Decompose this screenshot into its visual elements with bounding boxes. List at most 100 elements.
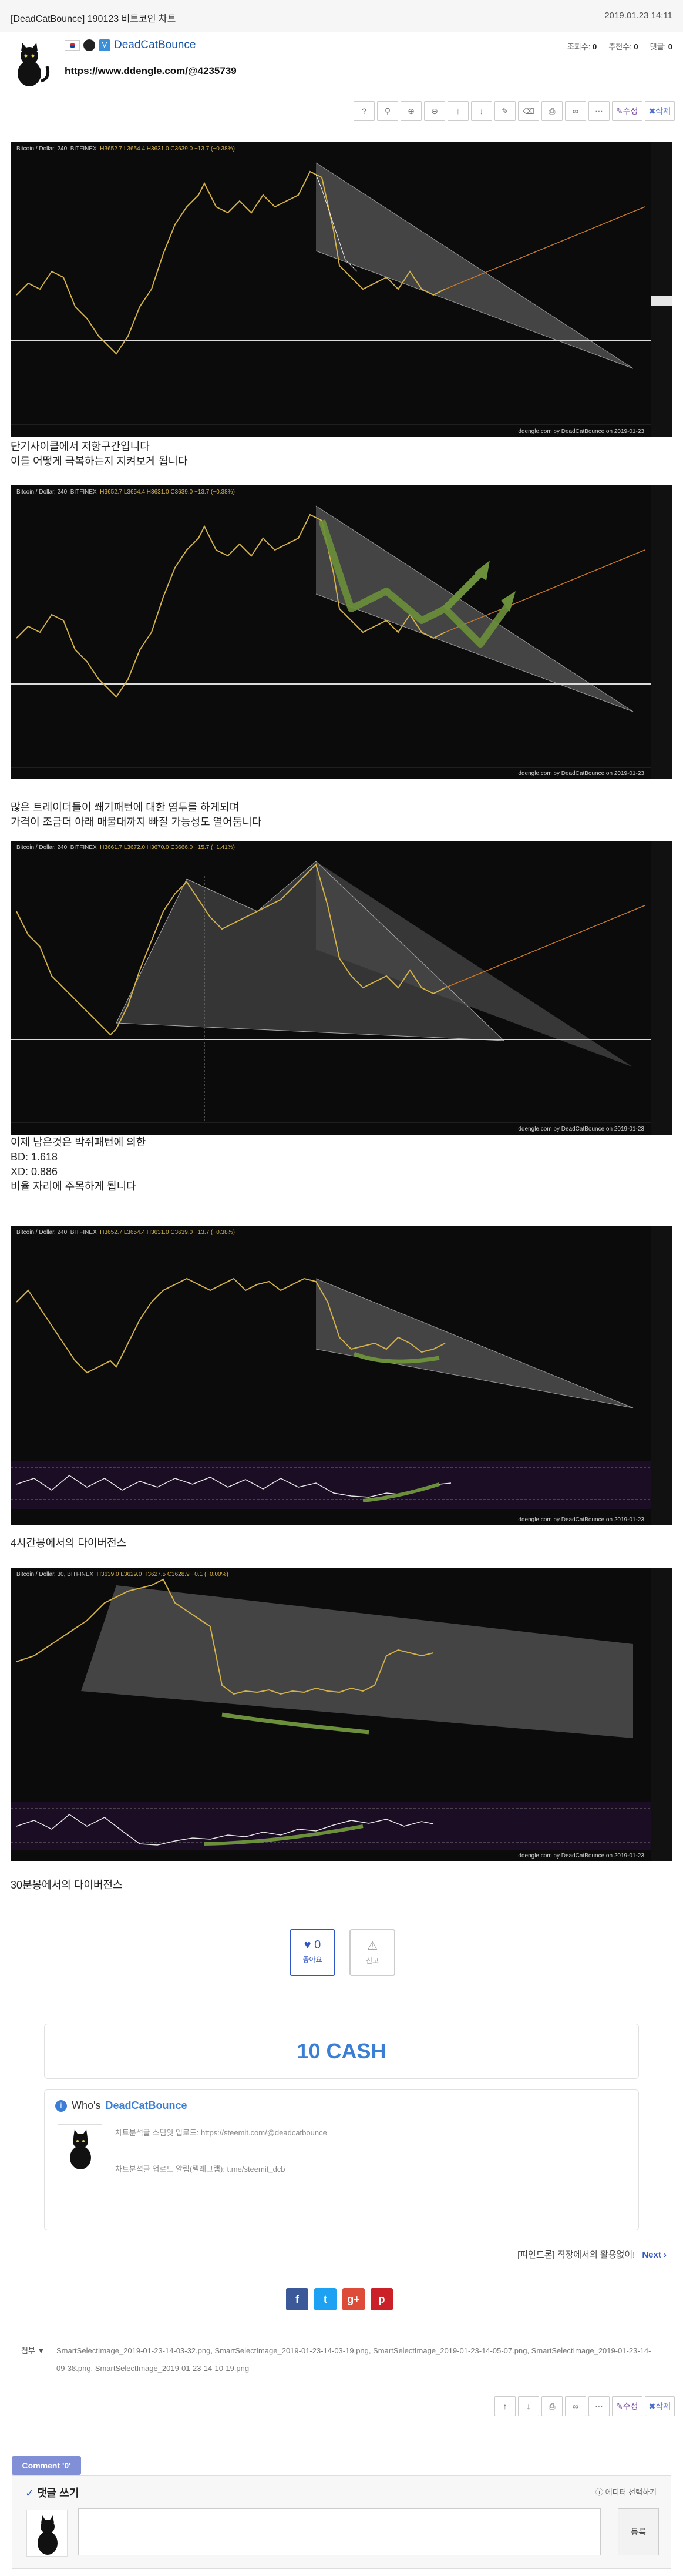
trash-icon[interactable]: ⌫ xyxy=(518,101,539,121)
attachments-label: 첨부 ▼ xyxy=(21,2346,45,2355)
check-icon: ✓ xyxy=(25,2487,35,2499)
caption-4: 4시간봉에서의 다이버전스 xyxy=(11,1537,127,1549)
next-post-link[interactable]: [피인트론] 직장에서의 활용없이! Next › xyxy=(517,2250,667,2260)
chart-3-footer: ddengle.com by DeadCatBounce on 2019-01-… xyxy=(518,1126,644,1132)
black-cat-icon xyxy=(70,2129,91,2169)
korea-flag-icon xyxy=(65,40,80,51)
caption-2-line-2: 가격이 조금더 아래 매물대까지 빠질 가능성도 열어둡니다 xyxy=(11,816,262,828)
info-icon: i xyxy=(55,2099,67,2112)
caption-5: 30분봉에서의 다이버전스 xyxy=(11,1879,123,1891)
caption-3-line-4: 비율 자리에 주목하게 됩니다 xyxy=(11,1180,136,1192)
chart-4-header: Bitcoin / Dollar, 240, BITFINEX H3652.7 … xyxy=(16,1229,235,1236)
black-cat-icon xyxy=(18,43,50,86)
chart-panel-4: Bitcoin / Dollar, 240, BITFINEX H3652.7 … xyxy=(11,1226,672,1525)
chart-5-footer: ddengle.com by DeadCatBounce on 2019-01-… xyxy=(518,1853,644,1859)
delete-button[interactable]: ✖ 삭제 xyxy=(644,101,675,121)
caption-2: 많은 트레이더들이 쐐기패턴에 대한 염두를 하게되며 가격이 조금더 아래 매… xyxy=(11,800,261,830)
caption-3-line-2: BD: 1.618 xyxy=(11,1151,58,1163)
arrow-up-icon[interactable]: ↑ xyxy=(448,101,469,121)
chart-2-header: Bitcoin / Dollar, 240, BITFINEX H3652.7 … xyxy=(16,489,235,495)
chart-2-footer: ddengle.com by DeadCatBounce on 2019-01-… xyxy=(518,770,644,777)
comment-count-tab[interactable]: Comment '0' xyxy=(12,2456,81,2475)
bottom-toolbar: ↑ ↓ ⎙ ∞ ⋯ ✎ 수정 ✖ 삭제 xyxy=(494,2396,675,2416)
print-icon[interactable]: ⎙ xyxy=(541,101,563,121)
commenter-avatar xyxy=(26,2510,68,2557)
chart-1-footer: ddengle.com by DeadCatBounce on 2019-01-… xyxy=(518,428,644,435)
caption-1-line-1: 단기사이클에서 저항구간입니다 xyxy=(11,441,150,452)
caption-3: 이제 남은것은 박쥐패턴에 의한 BD: 1.618 XD: 0.886 비율 … xyxy=(11,1135,146,1194)
more-icon[interactable]: ⋯ xyxy=(588,2396,610,2416)
zoom-out-icon[interactable]: ⊖ xyxy=(424,101,445,121)
help-button[interactable]: ? xyxy=(354,101,375,121)
comment-icon[interactable]: ✎ xyxy=(494,101,516,121)
link-icon[interactable]: ∞ xyxy=(565,101,586,121)
chart-svg-5 xyxy=(11,1568,672,1861)
comment-box: ✓ 댓글 쓰기 ⓘ 에디터 선택하기 등록 xyxy=(12,2475,671,2569)
comment-heading: ✓ 댓글 쓰기 xyxy=(25,2487,79,2499)
attachment-files[interactable]: SmartSelectImage_2019-01-23-14-03-32.png… xyxy=(56,2346,651,2373)
caption-2-line-1: 많은 트레이더들이 쐐기패턴에 대한 염두를 하게되며 xyxy=(11,801,240,813)
pinterest-icon[interactable]: p xyxy=(371,2288,393,2310)
arrow-up-icon[interactable]: ↑ xyxy=(494,2396,516,2416)
arrow-down-icon[interactable]: ↓ xyxy=(471,101,492,121)
caption-1: 단기사이클에서 저항구간입니다 이를 어떻게 극복하는지 지켜보게 됩니다 xyxy=(11,440,188,469)
more-icon[interactable]: ⋯ xyxy=(588,101,610,121)
post-title: [DeadCatBounce] 190123 비트코인 차트 xyxy=(11,14,176,24)
title-bar: [DeadCatBounce] 190123 비트코인 차트 2019.01.2… xyxy=(0,0,683,32)
chart-panel-1: Bitcoin / Dollar, 240, BITFINEX H3652.7 … xyxy=(11,142,672,437)
chart-4-footer: ddengle.com by DeadCatBounce on 2019-01-… xyxy=(518,1517,644,1523)
comment-input[interactable] xyxy=(78,2508,601,2555)
arrow-down-icon[interactable]: ↓ xyxy=(518,2396,539,2416)
delete-button[interactable]: ✖ 삭제 xyxy=(644,2396,675,2416)
search-icon[interactable]: ⚲ xyxy=(377,101,398,121)
chart-svg-2 xyxy=(11,485,672,779)
editor-select[interactable]: ⓘ 에디터 선택하기 xyxy=(595,2488,657,2497)
black-cat-icon xyxy=(38,2515,58,2555)
chart-svg-1 xyxy=(11,142,672,437)
submit-comment-button[interactable]: 등록 xyxy=(618,2508,659,2555)
caption-3-line-3: XD: 0.886 xyxy=(11,1166,58,1178)
author-name[interactable]: DeadCatBounce xyxy=(114,39,196,51)
caption-3-line-1: 이제 남은것은 박쥐패턴에 의한 xyxy=(11,1136,146,1148)
author-url[interactable]: https://www.ddengle.com/@4235739 xyxy=(65,65,237,76)
like-label: 좋아요 xyxy=(302,1956,322,1964)
link-icon[interactable]: ∞ xyxy=(565,2396,586,2416)
caption-1-line-2: 이를 어떻게 극복하는지 지켜보게 됩니다 xyxy=(11,455,188,467)
avatar[interactable] xyxy=(6,37,53,89)
zoom-in-icon[interactable]: ⊕ xyxy=(401,101,422,121)
heart-icon: ♥ 0 xyxy=(304,1938,321,1951)
author-line: V DeadCatBounce xyxy=(65,38,196,52)
print-icon[interactable]: ⎙ xyxy=(541,2396,563,2416)
cat-level-icon xyxy=(83,39,95,51)
whos-heading: i Who's DeadCatBounce xyxy=(55,2099,187,2112)
edit-button[interactable]: ✎ 수정 xyxy=(612,2396,642,2416)
like-button[interactable]: ♥ 0 좋아요 xyxy=(290,1929,335,1976)
whos-line-2[interactable]: 차트분석글 업로드 알림(텔레그램): t.me/steemit_dcb xyxy=(115,2165,285,2174)
facebook-icon[interactable]: f xyxy=(286,2288,308,2310)
chart-panel-2: Bitcoin / Dollar, 240, BITFINEX H3652.7 … xyxy=(11,485,672,779)
post-toolbar: ? ⚲ ⊕ ⊖ ↑ ↓ ✎ ⌫ ⎙ ∞ ⋯ ✎ 수정 ✖ 삭제 xyxy=(354,101,675,121)
chart-3-header: Bitcoin / Dollar, 240, BITFINEX H3661.7 … xyxy=(16,844,235,851)
chart-5-header: Bitcoin / Dollar, 30, BITFINEX H3639.0 L… xyxy=(16,1571,228,1578)
chart-panel-5: Bitcoin / Dollar, 30, BITFINEX H3639.0 L… xyxy=(11,1568,672,1861)
google-plus-icon[interactable]: g+ xyxy=(342,2288,365,2310)
post-counts: 조회수: 0 추천수: 0 댓글: 0 xyxy=(567,41,672,52)
recs-count: 추천수: 0 xyxy=(608,42,638,51)
report-button[interactable]: ⚠ 신고 xyxy=(349,1929,395,1976)
edit-button[interactable]: ✎ 수정 xyxy=(612,101,642,121)
whos-line-1[interactable]: 차트분석글 스팀잇 업로드: https://steemit.com/@dead… xyxy=(115,2128,327,2137)
chart-1-header: Bitcoin / Dollar, 240, BITFINEX H3652.7 … xyxy=(16,146,235,152)
chart-svg-4 xyxy=(11,1226,672,1525)
chart-panel-3: Bitcoin / Dollar, 240, BITFINEX H3661.7 … xyxy=(11,841,672,1135)
views-count: 조회수: 0 xyxy=(567,42,597,51)
cash-box[interactable]: 10 CASH xyxy=(44,2024,639,2079)
twitter-icon[interactable]: t xyxy=(314,2288,337,2310)
verified-badge-icon: V xyxy=(99,39,110,51)
whos-avatar xyxy=(58,2124,102,2171)
replies-count: 댓글: 0 xyxy=(650,42,672,51)
whos-box: i Who's DeadCatBounce 차트분석글 스팀잇 업로드: htt… xyxy=(44,2089,639,2230)
social-share: f t g+ p xyxy=(286,2288,393,2310)
warning-icon: ⚠ xyxy=(367,1940,378,1953)
whos-author-name[interactable]: DeadCatBounce xyxy=(105,2099,187,2111)
